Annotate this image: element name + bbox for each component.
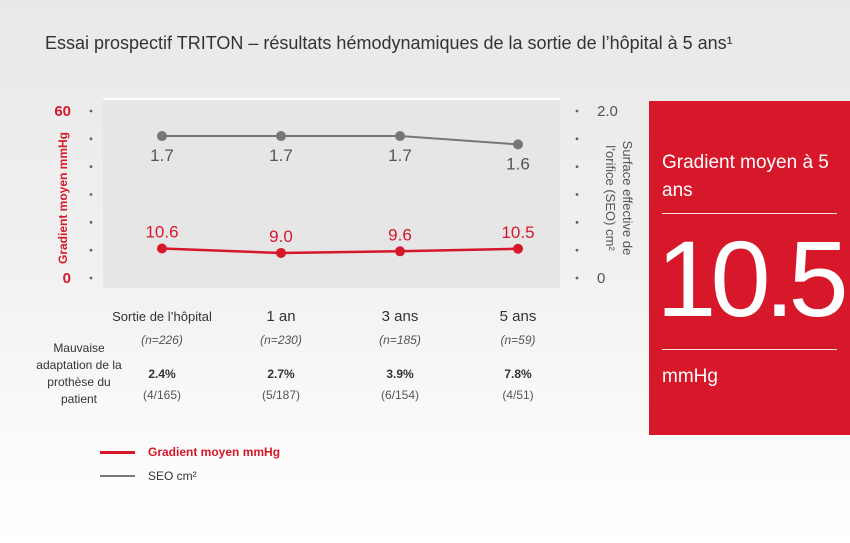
callout-value: 10.5 [656,218,848,339]
data-point-seo [157,131,167,142]
right-axis-tick [575,109,579,113]
right-axis-tick-label: 2.0 [597,103,618,120]
series-line-seo [162,135,519,146]
left-axis-tick [89,248,93,252]
data-label-seo: 1.6 [506,154,530,173]
pp-mismatch-fraction: (6/154) [381,388,419,402]
plot-area [103,99,560,288]
left-axis-tick-label: 60 [54,103,71,120]
data-point-seo [276,131,286,142]
legend-item-seo: SEO cm² [100,465,280,487]
legend-item-gradient: Gradient moyen mmHg [100,441,280,463]
series-line-gradient [161,247,519,255]
right-axis-tick [575,165,579,169]
callout-label: Gradient moyen à 5 ans [662,152,829,201]
pp-mismatch-fraction: (4/51) [502,388,533,402]
left-axis-tick [89,109,93,113]
pp-mismatch-label: Mauvaise adaptation de la prothèse du pa… [36,341,122,406]
left-axis-tick [89,276,93,280]
legend-swatch-seo [100,475,135,477]
n-count-label: (n=226) [141,333,183,347]
data-point-seo [513,139,523,150]
right-axis-title-line2: l’orifice (SEO) cm² [603,145,618,251]
callout-divider-bottom [662,349,837,350]
pp-mismatch-percent: 2.4% [148,367,176,381]
data-label-seo: 1.7 [150,146,174,165]
pp-mismatch-percent: 7.8% [504,367,532,381]
callout-divider-top [662,213,837,214]
pp-mismatch-percent: 3.9% [386,367,414,381]
left-axis-tick [89,137,93,141]
left-axis-tick [89,165,93,169]
result-callout: Gradient moyen à 5 ans 10.5 mmHg [649,101,850,435]
legend: Gradient moyen mmHg SEO cm² [100,441,280,489]
data-label-gradient: 10.5 [501,223,534,242]
data-label-gradient: 9.6 [388,225,412,244]
pp-mismatch-fraction: (5/187) [262,388,300,402]
left-axis-tick-label: 0 [63,270,71,287]
data-point-seo [395,131,405,142]
data-point-gradient [276,247,286,258]
data-label-seo: 1.7 [388,146,412,165]
data-label-gradient: 9.0 [269,227,293,246]
n-count-label: (n=230) [260,333,302,347]
legend-label-gradient: Gradient moyen mmHg [148,445,281,459]
data-label-seo: 1.7 [269,146,293,165]
right-axis-tick-label: 0 [597,270,605,287]
x-axis-category-label: 1 an [266,308,295,325]
x-axis-category-label: 3 ans [382,308,419,325]
data-label-gradient: 10.6 [145,222,178,241]
chart-title: Essai prospectif TRITON – résultats hémo… [45,33,733,53]
right-axis-tick [575,137,579,141]
x-axis-category-label: 5 ans [500,308,537,325]
n-count-label: (n=185) [379,333,421,347]
callout-unit: mmHg [662,366,718,387]
left-axis-title: Gradient moyen mmHg [56,132,70,264]
n-count-label: (n=59) [500,333,535,347]
right-axis-tick [575,193,579,196]
right-axis-tick [575,276,579,280]
legend-swatch-gradient [100,450,135,454]
data-point-gradient [395,246,405,257]
pp-mismatch-fraction: (4/165) [143,388,181,402]
data-point-gradient [513,243,523,254]
left-axis-tick [89,220,93,224]
right-axis-tick [575,220,579,224]
right-axis-title-line1: Surface effective de [620,141,635,256]
legend-label-seo: SEO cm² [148,469,197,483]
right-axis-tick [575,248,579,252]
x-axis-category-label: Sortie de l’hôpital [112,309,212,324]
data-point-gradient [157,243,167,254]
pp-mismatch-percent: 2.7% [267,367,295,381]
left-axis-tick [89,193,93,196]
